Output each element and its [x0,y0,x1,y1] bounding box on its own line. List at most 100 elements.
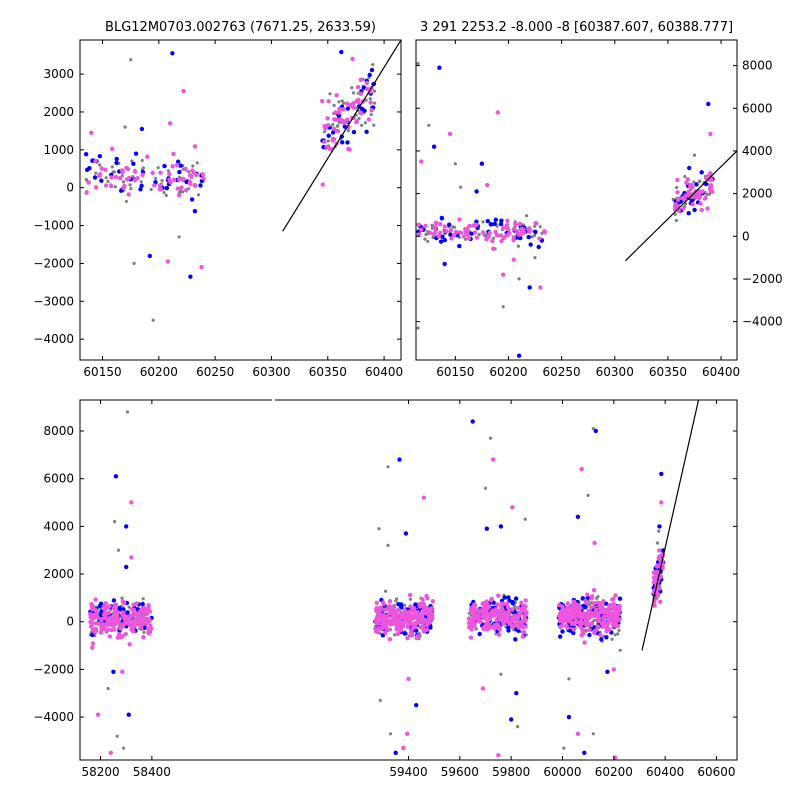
data-point [87,166,92,171]
data-point [337,120,341,124]
data-point [134,601,139,606]
outlier-point [89,130,94,135]
outlier-point [124,524,129,529]
data-point [100,624,106,629]
data-point [354,98,359,104]
data-point [120,596,124,600]
data-point [477,631,482,637]
data-point [178,190,182,194]
data-point [601,614,607,619]
data-point [472,602,477,607]
data-point [607,602,612,608]
data-point [423,237,427,241]
axis-break-gap [272,398,276,402]
data-point [135,176,140,181]
data-point [373,101,377,105]
outlier-point [657,529,661,533]
outlier-point [509,717,514,722]
outlier-point [618,648,622,652]
data-point [356,85,361,90]
outlier-point [129,500,134,505]
data-point [160,179,164,183]
data-point [537,236,542,241]
plot-area [416,61,737,358]
data-point [406,609,412,615]
data-point [498,614,503,619]
x-tick-label: 58400 [133,765,171,779]
data-point [489,596,494,602]
data-point [119,622,125,627]
data-point [198,183,203,188]
data-point [177,177,182,182]
data-point [657,548,662,553]
data-point [113,607,118,613]
data-point [674,218,679,223]
data-point [493,217,498,222]
data-point [483,600,489,605]
data-point [366,117,372,122]
data-point [194,172,199,178]
data-point [140,172,145,177]
data-point [121,185,126,191]
data-point [698,179,702,184]
data-point [195,161,199,165]
data-point [129,187,133,191]
data-point [673,212,677,216]
data-point [421,624,426,629]
outlier-point [129,58,133,62]
data-point [143,609,148,615]
data-point [191,164,195,168]
outlier-point [350,56,355,62]
data-point [426,239,430,243]
data-point [322,139,327,144]
outlier-point [586,493,590,497]
data-point [327,146,332,151]
data-point [189,197,195,202]
data-point [436,234,441,239]
data-point [362,108,367,113]
data-point [331,123,335,127]
data-point [416,222,421,227]
data-point [413,624,418,630]
data-point [490,238,495,244]
data-point [358,111,364,116]
data-point [156,166,160,170]
data-point [501,225,506,230]
data-point [335,128,341,134]
data-point [519,621,524,626]
data-point [326,139,330,143]
data-point [685,177,690,182]
data-point [690,184,695,190]
data-point [142,630,146,635]
data-point [506,595,511,600]
data-point [340,99,344,103]
data-point [442,224,447,229]
axes-frame [79,39,402,361]
data-point [131,175,135,179]
data-point [563,615,568,621]
outlier-point [579,466,584,472]
data-point [592,618,596,623]
data-point [97,154,103,159]
data-point [433,225,438,231]
x-tick-label: 60350 [649,365,687,379]
data-point [533,220,538,226]
data-point [102,610,108,615]
x-tick-label: 60400 [702,365,740,379]
outlier-point [470,419,475,424]
data-point [409,614,414,619]
y-tick-label: 8000 [43,424,74,438]
data-point [188,173,193,178]
data-point [343,119,349,125]
data-point [94,171,98,175]
data-point [390,606,395,611]
data-point [122,600,127,606]
x-tick-label: 59800 [492,765,530,779]
data-point [414,635,419,641]
outlier-point [687,165,692,171]
outlier-point [122,746,126,750]
data-point [93,158,98,163]
data-point [466,236,472,241]
outlier-point [108,750,114,755]
